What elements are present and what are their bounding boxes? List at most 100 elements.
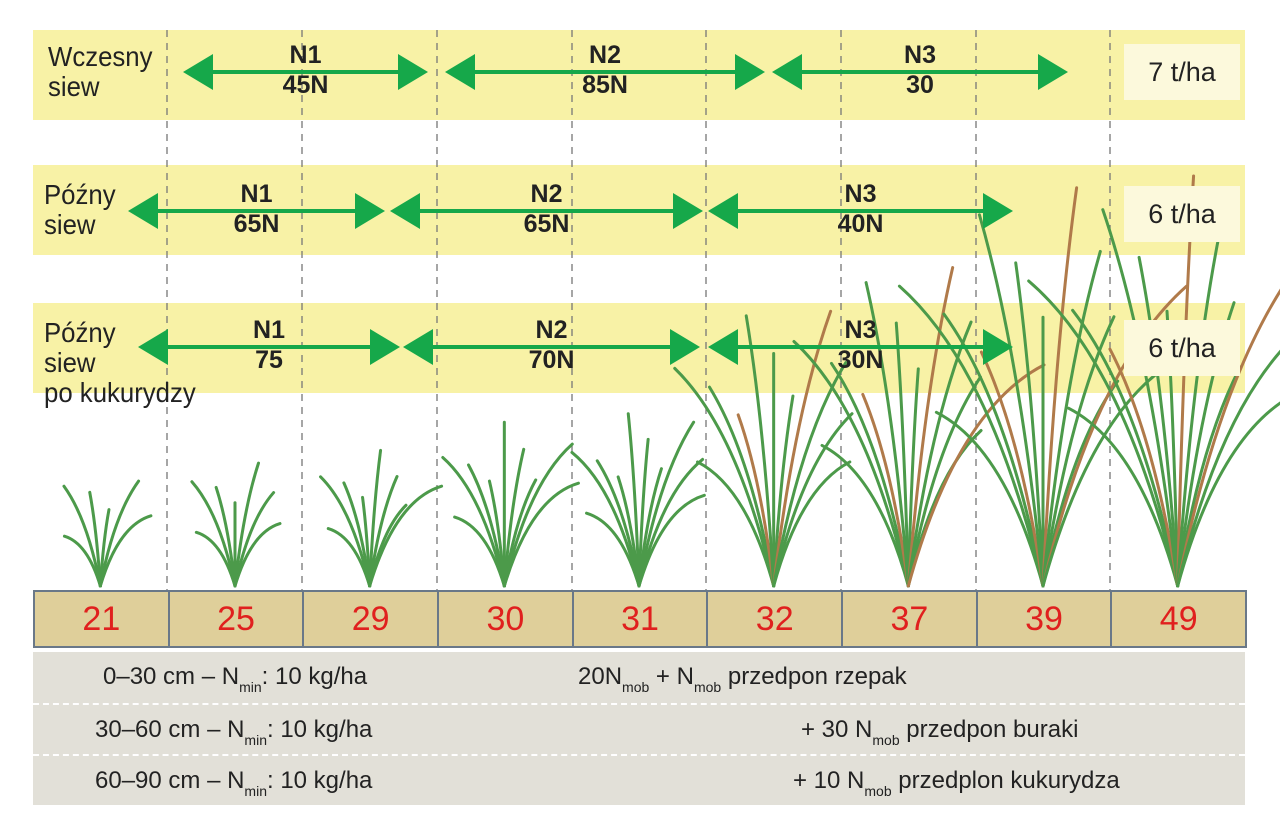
value: : 10 kg/ha [266, 767, 373, 794]
dose-label: N2 65N [487, 179, 607, 239]
text: przedpon rzepak [721, 663, 907, 690]
soil-nitrogen-table: 0–30 cm – Nmin: 10 kg/ha 20Nmob + Nmob p… [33, 652, 1245, 805]
subscript: min [244, 783, 267, 799]
plant-leaf-32 [736, 413, 776, 588]
stage-cell: 39 [978, 592, 1113, 646]
arrow-head-left-icon [390, 193, 420, 229]
label-line: siew [48, 71, 100, 102]
plant-leaf-30 [502, 481, 580, 588]
dose-label: N3 30 [860, 40, 980, 100]
dose-label: N3 40N [801, 179, 921, 239]
dose-label: N1 75 [209, 315, 329, 375]
plant-leaf-29 [319, 475, 372, 588]
arrow-head-right-icon [983, 329, 1013, 365]
plant-leaf-30 [502, 447, 526, 588]
arrow-head-left-icon [772, 54, 802, 90]
value: : 10 kg/ha [266, 716, 373, 743]
row-label-early: Wczesny siew [48, 42, 152, 102]
plant-leaf-25 [214, 485, 237, 588]
plant-leaf-37 [894, 321, 910, 588]
phase-dose: 85N [582, 71, 628, 99]
subscript: mob [693, 679, 722, 695]
text: + 10 N [793, 767, 865, 794]
arrow-head-right-icon [355, 193, 385, 229]
plant-leaf-39 [897, 284, 1045, 588]
plant-leaf-21 [88, 490, 102, 588]
soil-row: 0–30 cm – Nmin: 10 kg/ha 20Nmob + Nmob p… [33, 652, 1245, 702]
phase-dose: 45N [282, 71, 329, 99]
plant-leaf-32 [772, 309, 833, 588]
plant-leaf-21 [98, 479, 141, 588]
soil-row: 30–60 cm – Nmin: 10 kg/ha + 30 Nmob prze… [33, 703, 1245, 755]
soil-row: 60–90 cm – Nmin: 10 kg/ha + 10 Nmob prze… [33, 754, 1245, 806]
phase-name: N3 [844, 316, 877, 344]
dose-label: N3 30N [801, 315, 921, 375]
dose-label: N1 45N [246, 40, 366, 100]
stage-cell: 49 [1159, 600, 1198, 638]
subscript: min [239, 679, 262, 695]
depth: 0–30 cm – N [103, 663, 240, 690]
plant-leaf-32 [744, 314, 776, 588]
plant-leaf-37 [792, 339, 910, 588]
plant-leaf-37 [906, 266, 955, 588]
phase-dose: 70N [528, 346, 575, 374]
arrow-head-right-icon [398, 54, 428, 90]
plant-leaf-39 [977, 213, 1045, 588]
growth-stage-row: 21 25 29 30 31 32 37 39 49 [33, 590, 1247, 648]
plant-leaf-49 [1027, 279, 1180, 588]
plant-leaf-21 [98, 514, 153, 588]
label-line: Późny [44, 179, 116, 210]
value: : 10 kg/ha [261, 663, 368, 690]
phase-dose: 65N [233, 210, 280, 238]
plant-leaf-39 [1014, 261, 1045, 588]
arrow-head-right-icon [673, 193, 703, 229]
plant-leaf-32 [673, 366, 776, 588]
plant-leaf-21 [62, 484, 102, 588]
plant-leaf-39 [1041, 186, 1079, 588]
stage-cell: 29 [304, 592, 440, 646]
phase-dose: 30 [906, 71, 934, 99]
arrow-head-left-icon [445, 54, 475, 90]
stage-cell: 25 [170, 592, 305, 646]
plant-leaf-32 [707, 385, 776, 588]
phase-name: N1 [240, 180, 273, 208]
plant-leaf-31 [570, 450, 641, 588]
phase-dose: 75 [255, 346, 283, 374]
plant-leaf-49 [1071, 308, 1180, 588]
yield-badge: 7 t/ha [1124, 44, 1240, 100]
dose-label: N1 65N [197, 179, 317, 239]
plant-leaf-39 [979, 350, 1045, 588]
plant-leaf-37 [906, 375, 982, 588]
subscript: mob [864, 783, 892, 799]
depth: 60–90 cm – N [95, 767, 245, 794]
plant-leaf-31 [637, 437, 650, 588]
stage-cell: 31 [574, 592, 709, 646]
plant-leaf-49 [1176, 401, 1280, 588]
depth: 30–60 cm – N [95, 716, 245, 743]
phase-name: N1 [253, 316, 285, 344]
text: przedplon kukurydza [891, 767, 1120, 794]
plant-leaf-49 [1176, 236, 1220, 588]
phase-name: N2 [535, 316, 568, 344]
plant-leaf-37 [861, 392, 910, 588]
plant-leaf-31 [637, 493, 706, 588]
plant-leaf-49 [1137, 255, 1180, 588]
row-label-late-after-maize: Późny siew po kukurydzy [44, 318, 196, 408]
dose-label: N2 85N [545, 40, 665, 100]
plant-leaf-25 [190, 480, 237, 588]
label-line: po kukurydzy [44, 377, 196, 408]
plant-leaf-39 [1041, 249, 1102, 588]
plant-leaf-32 [772, 412, 854, 588]
plant-leaf-37 [829, 361, 910, 588]
plant-leaf-49 [1108, 347, 1180, 588]
dose-label: N2 70N [492, 315, 612, 375]
plant-leaf-49 [1176, 349, 1280, 588]
row-label-late: Późny siew [44, 180, 116, 240]
arrow-head-left-icon [403, 329, 433, 365]
arrow-head-left-icon [708, 193, 738, 229]
plant-leaf-49 [1067, 406, 1180, 588]
label-line: Wczesny [48, 41, 153, 72]
text: przedpon buraki [899, 716, 1079, 743]
plant-leaf-31 [626, 412, 641, 588]
